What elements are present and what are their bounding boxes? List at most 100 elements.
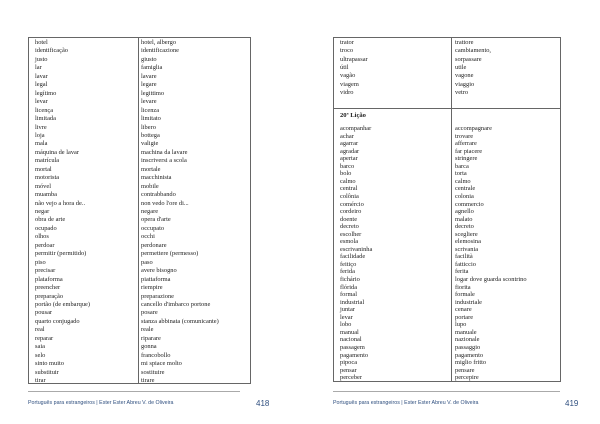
footer-rule xyxy=(28,391,240,392)
portuguese-term: pousar xyxy=(35,309,53,317)
italian-term: trattore xyxy=(455,39,474,46)
italian-term: trovare xyxy=(455,132,474,140)
italian-term: valigie xyxy=(141,140,159,148)
portuguese-term: reparar xyxy=(35,334,54,342)
portuguese-term: sinto muito xyxy=(35,360,64,368)
italian-term: nazionale xyxy=(455,336,480,344)
portuguese-term: motorista xyxy=(35,174,60,182)
italian-term: accompagnare xyxy=(455,125,492,132)
portuguese-term: apertar xyxy=(340,155,358,163)
italian-term: colonia xyxy=(455,192,474,200)
portuguese-term: manual xyxy=(340,328,359,336)
portuguese-term: obra de arte xyxy=(35,216,66,224)
italian-term: limitato xyxy=(141,115,161,123)
italian-term: mortale xyxy=(141,165,161,173)
portuguese-term: lar xyxy=(35,64,42,72)
portuguese-term: pipoca xyxy=(340,359,358,367)
italian-term: cenare xyxy=(455,306,472,314)
portuguese-term: colônia xyxy=(340,192,359,200)
italian-term: barca xyxy=(455,162,469,170)
italian-term: reale xyxy=(141,326,154,334)
portuguese-term: doente xyxy=(340,215,358,223)
italian-term: centrale xyxy=(455,185,476,193)
portuguese-term: fichário xyxy=(340,276,360,283)
italian-term: riparare xyxy=(141,334,161,342)
italian-term: lupo xyxy=(455,321,467,329)
portuguese-term: levar xyxy=(35,98,48,106)
portuguese-term: esmola xyxy=(340,238,359,246)
italian-term: pagamento xyxy=(455,351,484,359)
italian-term: stringere xyxy=(455,155,478,163)
portuguese-term: barco xyxy=(340,162,355,170)
portuguese-term: precisar xyxy=(35,267,56,275)
italian-term: far piacere xyxy=(455,147,483,155)
italian-term: sostituire xyxy=(141,368,165,376)
page-number: 418 xyxy=(256,399,270,408)
portuguese-term: comércio xyxy=(340,200,364,208)
portuguese-term: perceber xyxy=(340,374,362,382)
italian-term: francobollo xyxy=(141,351,171,359)
portuguese-term: mala xyxy=(35,140,48,148)
italian-term: legare xyxy=(141,81,157,89)
portuguese-term: útil xyxy=(340,63,349,71)
portuguese-term: piso xyxy=(35,258,46,266)
portuguese-term: pagamento xyxy=(340,351,369,359)
italian-term: formale xyxy=(455,291,475,299)
portuguese-term: industrial xyxy=(340,298,365,306)
italian-term: manuale xyxy=(455,328,477,336)
italian-term: riempire xyxy=(141,284,163,292)
italian-term: logar dove guarda scontrino xyxy=(455,276,527,283)
italian-term: agnello xyxy=(455,208,474,216)
italian-term: scrivania xyxy=(455,245,479,253)
portuguese-term: quarto conjugado xyxy=(35,317,80,325)
portuguese-term: mortal xyxy=(35,165,52,173)
portuguese-term: vidro xyxy=(340,88,354,96)
portuguese-term: levar xyxy=(340,313,353,321)
portuguese-term: loja xyxy=(35,131,45,139)
italian-term: commercio xyxy=(455,200,484,208)
column-divider xyxy=(138,38,139,383)
portuguese-term: substituir xyxy=(35,368,59,376)
portuguese-term: portão (de embarque) xyxy=(35,300,91,308)
italian-term: viaggio xyxy=(455,80,475,88)
portuguese-term: achar xyxy=(340,132,354,140)
portuguese-term: muamba xyxy=(35,191,58,199)
italian-term: vetro xyxy=(455,88,469,96)
lesson-heading: 20ª Lição xyxy=(340,112,366,119)
italian-term: posare xyxy=(141,309,158,317)
italian-term: negare xyxy=(141,208,159,215)
italian-term: perdonare xyxy=(141,241,167,249)
italian-term: famiglia xyxy=(141,64,163,72)
portuguese-term: tirar xyxy=(35,377,46,384)
italian-term: identificazione xyxy=(141,47,179,55)
italian-term: pensare xyxy=(455,366,475,374)
italian-term: afferrare xyxy=(455,140,477,148)
portuguese-term: bolo xyxy=(340,170,352,178)
portuguese-term: plataforma xyxy=(35,275,63,283)
italian-term: paso xyxy=(141,258,153,266)
italian-term: scegliere xyxy=(455,230,478,238)
italian-term: decreto xyxy=(455,223,474,231)
portuguese-term: flórida xyxy=(340,283,358,291)
vocabulary-table-left: hotel hotel, albergo identificação identifi… xyxy=(28,37,251,384)
italian-term: libero xyxy=(141,123,156,131)
italian-term: legittimo xyxy=(141,89,165,97)
page-number: 419 xyxy=(565,399,579,408)
portuguese-term: nacional xyxy=(340,336,362,344)
italian-term: utile xyxy=(455,63,467,71)
portuguese-term: escrivaninha xyxy=(340,245,373,253)
italian-term: facilità xyxy=(455,253,473,261)
italian-term: giusto xyxy=(141,55,157,63)
italian-term: industriale xyxy=(455,298,482,306)
portuguese-term: passagem xyxy=(340,343,365,351)
portuguese-term: facilidade xyxy=(340,253,366,261)
italian-term: occupato xyxy=(141,224,165,232)
italian-term: occhi xyxy=(141,233,155,241)
italian-term: hotel, albergo xyxy=(141,39,177,46)
italian-term: fatticcio xyxy=(455,260,476,268)
italian-term: inscriversi a scola xyxy=(141,157,187,165)
portuguese-term: agarrar xyxy=(340,140,359,148)
portuguese-term: agradar xyxy=(340,147,360,155)
portuguese-term: calmo xyxy=(340,177,356,185)
portuguese-term: troco xyxy=(340,47,354,55)
